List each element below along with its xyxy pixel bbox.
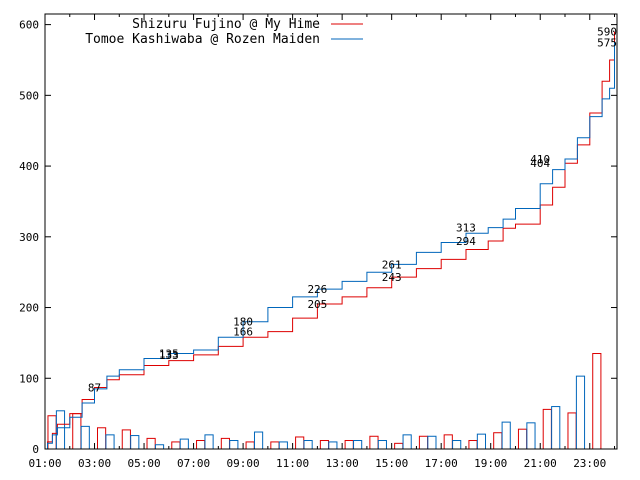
data-label: 180	[233, 316, 253, 329]
x-tick-label: 09:00	[227, 457, 260, 470]
x-tick-label: 01:00	[28, 457, 61, 470]
data-label: 294	[456, 235, 476, 248]
bar-1	[105, 434, 115, 450]
plot-frame	[44, 13, 618, 450]
bars-layer	[47, 353, 602, 450]
series-line-1	[45, 42, 615, 450]
bar-1	[551, 406, 561, 450]
y-tick-label: 400	[19, 160, 39, 173]
data-label: 135	[159, 348, 179, 361]
bar-1	[179, 438, 189, 450]
lines-layer	[45, 31, 615, 450]
bar-0	[542, 408, 552, 450]
y-tick-label: 500	[19, 89, 39, 102]
bar-1	[229, 440, 239, 450]
data-label: 404	[530, 157, 550, 170]
bar-0	[369, 435, 379, 450]
bar-1	[452, 440, 462, 450]
bar-1	[154, 444, 165, 450]
data-label: 590	[597, 26, 617, 39]
data-label: 313	[456, 222, 476, 235]
bar-0	[344, 440, 354, 450]
data-label: 575	[597, 36, 617, 49]
bar-0	[171, 441, 181, 450]
bar-0	[47, 415, 57, 450]
bar-0	[493, 432, 503, 450]
x-tick-label: 13:00	[326, 457, 359, 470]
bar-0	[319, 440, 330, 450]
bar-1	[328, 441, 338, 450]
bar-0	[394, 442, 404, 450]
bar-0	[121, 429, 131, 450]
x-tick-label: 17:00	[425, 457, 458, 470]
x-tick-label: 19:00	[474, 457, 507, 470]
data-label: 133	[159, 349, 179, 362]
bar-0	[443, 434, 453, 450]
series-line-0	[45, 31, 615, 450]
data-label: 243	[382, 271, 402, 284]
y-tick-label: 300	[19, 231, 39, 244]
bar-1	[377, 440, 387, 450]
bar-1	[526, 422, 536, 450]
y-tick-label: 600	[19, 19, 39, 32]
bar-0	[517, 428, 528, 450]
data-label: 166	[233, 326, 253, 339]
bar-0	[270, 441, 280, 450]
bar-1	[476, 433, 487, 450]
legend-label-1: Tomoe Kashiwaba @ Rozen Maiden	[85, 32, 320, 47]
data-label: 205	[307, 298, 327, 311]
bar-0	[146, 437, 156, 450]
bar-1	[353, 440, 363, 450]
x-tick-label: 11:00	[276, 457, 309, 470]
bar-0	[592, 353, 602, 450]
data-label: 261	[382, 258, 402, 271]
x-tick-label: 03:00	[78, 457, 111, 470]
legend-label-0: Shizuru Fujino @ My Hime	[132, 17, 320, 32]
bar-0	[196, 440, 206, 450]
bar-1	[402, 434, 412, 450]
data-label: 87	[88, 381, 101, 394]
x-tick-label: 07:00	[177, 457, 210, 470]
bar-0	[418, 435, 429, 450]
x-tick-label: 21:00	[524, 457, 557, 470]
bar-1	[278, 441, 288, 450]
y-tick-label: 100	[19, 372, 39, 385]
bar-0	[567, 412, 577, 450]
bar-1	[575, 375, 586, 450]
bar-0	[96, 427, 107, 450]
axes-layer: 0 100 200 300 400 500 600 01:00 03:00 05:00 07:00 0…	[19, 14, 617, 470]
bar-1	[501, 421, 511, 450]
y-tick-label: 0	[32, 443, 39, 456]
x-tick-label: 05:00	[127, 457, 160, 470]
legend: Shizuru Fujino @ My Hime Tomoe Kashiwaba…	[85, 17, 363, 47]
data-label: 410	[530, 153, 550, 166]
x-tick-label: 23:00	[573, 457, 606, 470]
y-tick-label: 200	[19, 302, 39, 315]
bar-1	[130, 435, 140, 450]
bar-0	[468, 440, 478, 450]
bar-1	[253, 431, 264, 450]
bar-1	[80, 425, 90, 450]
bar-0	[72, 413, 82, 450]
x-tick-label: 15:00	[375, 457, 408, 470]
bar-0	[245, 441, 255, 450]
bar-0	[220, 437, 230, 450]
bar-1	[303, 440, 313, 450]
bar-1	[204, 434, 214, 450]
bar-1	[427, 435, 437, 450]
bar-0	[295, 436, 305, 450]
data-label: 226	[307, 283, 327, 296]
